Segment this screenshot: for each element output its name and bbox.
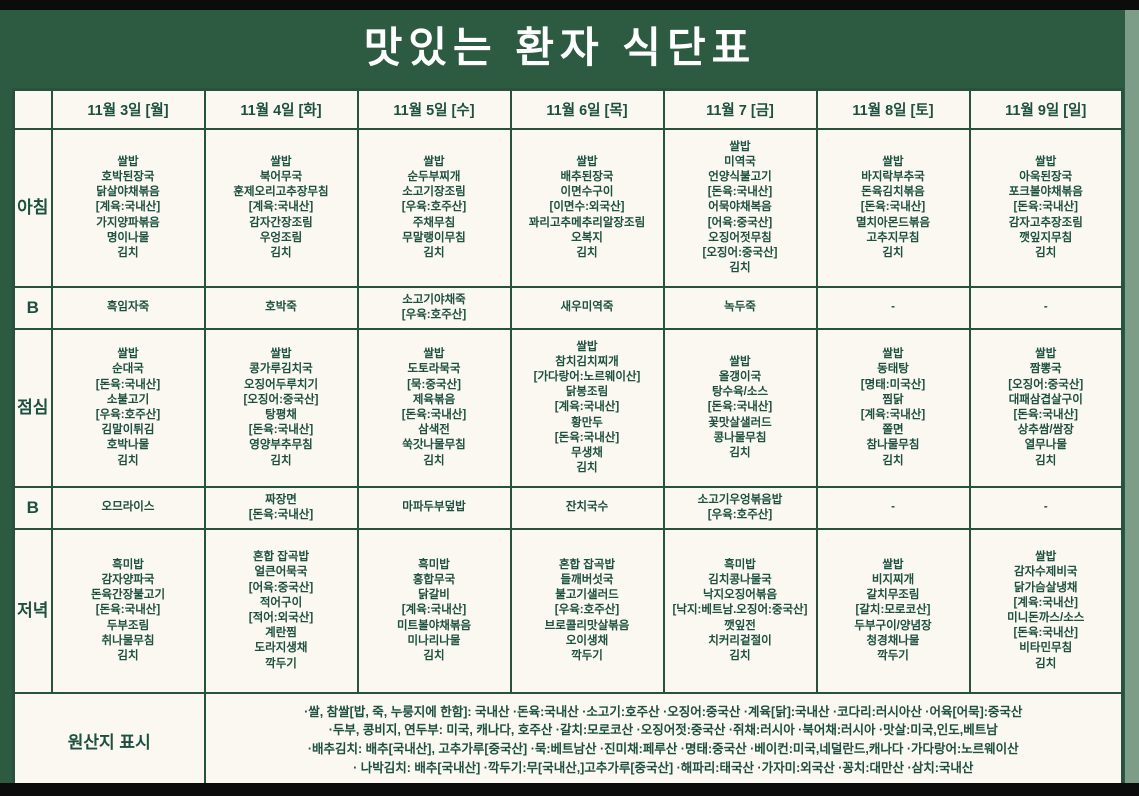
menu-cell: - — [968, 286, 1124, 330]
row-label: 저녁 — [12, 528, 53, 694]
row-label: B — [12, 286, 53, 330]
day-header-7: 11월 9일 [일] — [968, 88, 1124, 130]
menu-cell: 흑미밥 김치콩나물국 낙지오징어볶음 [낙지:베트남.오징어:중국산] 깻잎전 … — [662, 528, 818, 694]
menu-table-body: 아침 쌀밥 호박된장국 닭살야채볶음 [계육:국내산] 가지양파볶음 명이나물 김… — [12, 128, 1124, 789]
menu-cell: 쌀밥 콩가루김치국 오징어두루치기 [오징어:중국산] 탕평채 [돈육:국내산]… — [203, 328, 359, 488]
menu-cell: 흑임자죽 — [50, 286, 206, 330]
day-header-4: 11월 6일 [목] — [509, 88, 665, 130]
day-header-1: 11월 3일 [월] — [50, 88, 206, 130]
day-header-row: 11월 3일 [월] 11월 4일 [화] 11월 5일 [수] 11월 6일 [목]… — [12, 88, 1124, 130]
menu-cell: 오므라이스 — [50, 486, 206, 530]
menu-cell: 짜장면 [돈육:국내산] — [203, 486, 359, 530]
menu-cell: 호박죽 — [203, 286, 359, 330]
menu-cell: - — [968, 486, 1124, 530]
meal-plan-table-container: 11월 3일 [월] 11월 4일 [화] 11월 5일 [수] 11월 6일 [목]… — [12, 88, 1124, 789]
origin-text: ·쌀, 참쌀[밥, 죽, 누룽지에 한함]: 국내산 ·돈육:국내산 ·소고기:… — [203, 692, 1124, 789]
menu-cell: 쌀밥 바지락부추국 돈육김치볶음 [돈육:국내산] 멸치아몬드볶음 고추지무침 … — [815, 128, 971, 288]
menu-cell: 소고기야채죽 [우육:호주산] — [356, 286, 512, 330]
menu-cell: 쌀밥 참치김치찌개 [가다랑어:노르웨이산] 닭봉조림 [계육:국내산] 황만두… — [509, 328, 665, 488]
menu-cell: 흑미밥 감자양파국 돈육간장불고기 [돈육:국내산] 두부조림 취나물무침 김치 — [50, 528, 206, 694]
page-title: 맛있는 환자 식단표 — [363, 24, 757, 71]
meal-plan-table: 11월 3일 [월] 11월 4일 [화] 11월 5일 [수] 11월 6일 [목]… — [12, 88, 1124, 789]
menu-cell: 쌀밥 감자수제비국 닭가슴살냉채 [계육:국내산] 미니돈까스/소스 [돈육:국… — [968, 528, 1124, 694]
day-header-3: 11월 5일 [수] — [356, 88, 512, 130]
menu-cell: 쌀밥 호박된장국 닭살야채볶음 [계육:국내산] 가지양파볶음 명이나물 김치 — [50, 128, 206, 288]
menu-cell: - — [815, 286, 971, 330]
menu-cell: 쌀밥 도토라묵국 [묵:중국산] 제육볶음 [돈육:국내산] 삼색전 쑥갓나물무… — [356, 328, 512, 488]
table-row-아침: 아침 쌀밥 호박된장국 닭살야채볶음 [계육:국내산] 가지양파볶음 명이나물 김… — [12, 128, 1124, 288]
origin-row: 원산지 표시 ·쌀, 참쌀[밥, 죽, 누룽지에 한함]: 국내산 ·돈육:국내산… — [12, 692, 1124, 789]
menu-cell: 쌀밥 배추된장국 이면수구이 [이면수:외국산] 꽈리고추메추리알장조림 오복지… — [509, 128, 665, 288]
day-header-2: 11월 4일 [화] — [203, 88, 359, 130]
origin-label: 원산지 표시 — [12, 692, 206, 789]
day-header-6: 11월 8일 [토] — [815, 88, 971, 130]
header-corner-cell — [12, 88, 53, 130]
menu-cell: 혼합 잡곡밥 들깨버섯국 불고기샐러드 [우육:호주산] 브로콜리맛살볶음 오이… — [509, 528, 665, 694]
row-label: B — [12, 486, 53, 530]
right-edge-strip — [1125, 10, 1139, 783]
row-label: 아침 — [12, 128, 53, 288]
menu-cell: 쌀밥 아욱된장국 포크볼야채볶음 [돈육:국내산] 감자고추장조림 깻잎지무침 … — [968, 128, 1124, 288]
row-label: 점심 — [12, 328, 53, 488]
table-row-점심: 점심 쌀밥 순대국 [돈육:국내산] 소불고기 [우육:호주산] 김말이튀김 호박… — [12, 328, 1124, 488]
bottom-edge-bar — [0, 783, 1139, 796]
menu-cell: 소고기우엉볶음밥 [우육:호주산] — [662, 486, 818, 530]
menu-cell: 쌀밥 순두부찌개 소고기장조림 [우육:호주산] 주채무침 무말랭이무침 김치 — [356, 128, 512, 288]
menu-cell: 혼합 잡곡밥 얼큰어묵국 [어육:중국산] 적어구이 [적어:외국산] 계란찜 … — [203, 528, 359, 694]
day-header-5: 11월 7 [금] — [662, 88, 818, 130]
menu-cell: 쌀밥 북어무국 훈제오리고추장무침 [계육:국내산] 감자간장조림 우엉조림 김… — [203, 128, 359, 288]
menu-cell: 쌀밥 순대국 [돈육:국내산] 소불고기 [우육:호주산] 김말이튀김 호박나물… — [50, 328, 206, 488]
menu-cell: 쌀밥 동태탕 [명태:미국산] 찜닭 [계육:국내산] 쫄면 참나물무침 김치 — [815, 328, 971, 488]
menu-cell: - — [815, 486, 971, 530]
top-edge-bar — [0, 0, 1139, 10]
menu-cell: 잔치국수 — [509, 486, 665, 530]
menu-cell: 쌀밥 짬뽕국 [오징어:중국산] 대패삼겹살구이 [돈육:국내산] 상추쌈/쌈장… — [968, 328, 1124, 488]
menu-cell: 녹두죽 — [662, 286, 818, 330]
table-row-B: B 흑임자죽 호박죽 소고기야채죽 [우육:호주산] 새우미역죽 녹두죽 - - — [12, 286, 1124, 330]
menu-cell: 마파두부덮밥 — [356, 486, 512, 530]
menu-cell: 흑미밥 홍합무국 닭갈비 [계육:국내산] 미트볼야채볶음 미나리나물 김치 — [356, 528, 512, 694]
menu-cell: 쌀밥 올갱이국 탕수육/소스 [돈육:국내산] 꽃맛살샐러드 콩나물무침 김치 — [662, 328, 818, 488]
menu-cell: 쌀밥 비지찌개 갈치무조림 [갈치:모로코산] 두부구이/양념장 청경채나물 깍… — [815, 528, 971, 694]
table-row-B: B 오므라이스 짜장면 [돈육:국내산] 마파두부덮밥 잔치국수 소고기우엉볶음밥 [우육… — [12, 486, 1124, 530]
table-row-저녁: 저녁 흑미밥 감자양파국 돈육간장불고기 [돈육:국내산] 두부조림 취나물무침 … — [12, 528, 1124, 694]
menu-cell: 쌀밥 미역국 언양식불고기 [돈육:국내산] 어묵야채복음 [어육:중국산] 오… — [662, 128, 818, 288]
menu-cell: 새우미역죽 — [509, 286, 665, 330]
